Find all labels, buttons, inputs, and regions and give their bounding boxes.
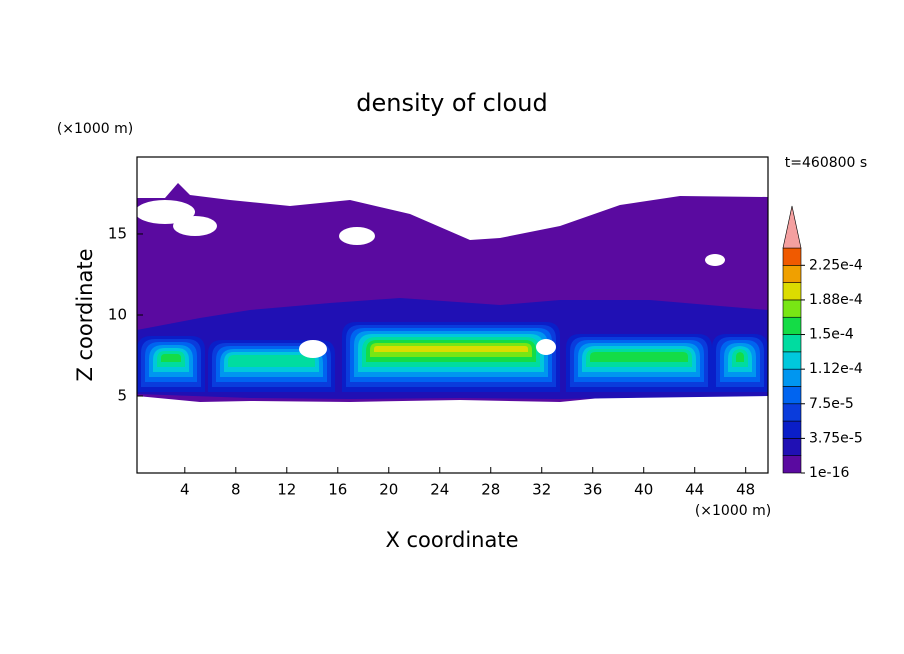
colorbar-box — [782, 265, 802, 283]
x-tick-label: 40 — [634, 481, 653, 499]
contour-region — [161, 354, 181, 362]
y-unit: (×1000 m) — [57, 121, 133, 137]
contour-region — [590, 352, 688, 362]
colorbar-box — [782, 386, 802, 405]
time-label: t=460800 s — [785, 155, 867, 171]
chart-title: density of cloud — [356, 89, 547, 117]
x-tick-label: 32 — [532, 481, 551, 499]
contour-region — [228, 355, 315, 367]
clear-region — [173, 216, 217, 236]
x-tick-label: 36 — [583, 481, 602, 499]
colorbar-tick-label: 3.75e-5 — [809, 430, 863, 446]
colorbar-tick-label: 1.88e-4 — [809, 292, 863, 308]
contour-region — [736, 352, 744, 362]
colorbar-box — [782, 351, 802, 370]
colorbar-tick-label: 1e-16 — [809, 465, 849, 481]
x-tick-label: 28 — [481, 481, 500, 499]
colorbar-box — [782, 316, 802, 335]
colorbar-box — [782, 247, 802, 266]
y-tick-label: 5 — [117, 387, 127, 405]
colorbar-box — [782, 368, 802, 387]
colorbar-box — [782, 403, 802, 422]
colorbar-tick-label: 1.12e-4 — [809, 361, 863, 377]
x-tick-label: 4 — [180, 481, 190, 499]
x-tick-label: 16 — [328, 481, 347, 499]
x-tick-label: 44 — [685, 481, 704, 499]
y-tick-label: 15 — [108, 224, 127, 242]
colorbar-tick-label: 7.5e-5 — [809, 396, 854, 412]
contour-region — [374, 346, 528, 352]
x-tick-label: 24 — [430, 481, 449, 499]
clear-region — [705, 254, 725, 266]
colorbar-box — [782, 282, 802, 301]
y-tick-label: 10 — [108, 306, 127, 324]
colorbar-box — [782, 334, 802, 353]
y-axis-label: Z coordinate — [73, 248, 97, 381]
colorbar-box — [782, 420, 802, 439]
clear-region — [536, 339, 556, 355]
colorbar-extend — [782, 205, 802, 249]
colorbar-box — [782, 438, 802, 456]
colorbar-box — [782, 455, 802, 474]
x-tick-label: 48 — [736, 481, 755, 499]
x-tick-label: 8 — [231, 481, 241, 499]
clear-region — [339, 227, 375, 245]
colorbar-tick-label: 1.5e-4 — [809, 327, 854, 343]
x-unit: (×1000 m) — [695, 503, 771, 519]
clear-region — [135, 200, 195, 224]
x-tick-label: 12 — [277, 481, 296, 499]
x-axis-label: X coordinate — [385, 528, 518, 552]
colorbar-box — [782, 299, 802, 318]
contour-field — [135, 183, 768, 402]
x-tick-label: 20 — [379, 481, 398, 499]
clear-region — [299, 340, 327, 358]
colorbar-tick-label: 2.25e-4 — [809, 257, 863, 273]
